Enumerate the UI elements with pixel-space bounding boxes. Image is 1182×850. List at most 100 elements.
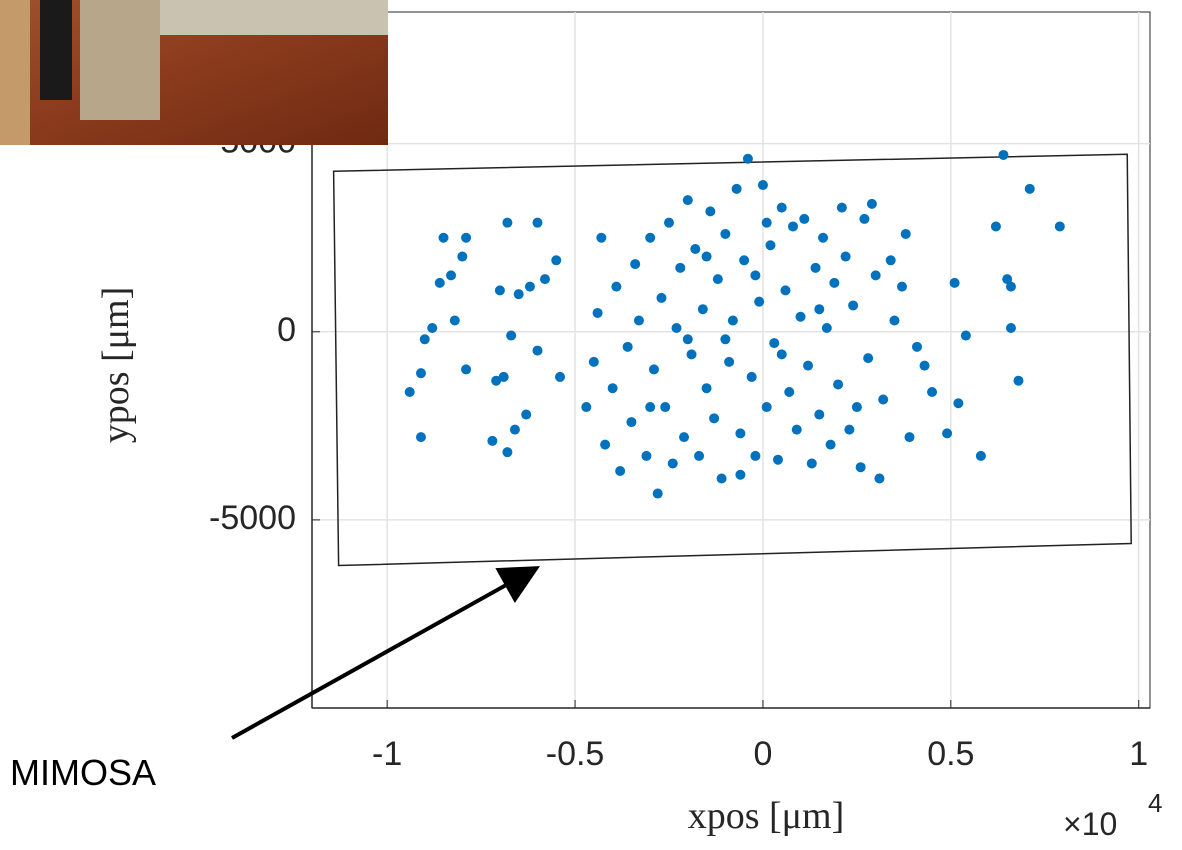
point — [765, 240, 776, 251]
point — [487, 435, 498, 446]
point — [494, 285, 505, 296]
point — [449, 315, 460, 326]
point — [904, 432, 915, 443]
point — [746, 371, 757, 382]
point — [607, 383, 618, 394]
point — [645, 402, 656, 413]
point — [927, 386, 938, 397]
point — [461, 364, 472, 375]
point — [1054, 221, 1065, 232]
x-tick-label: 0 — [753, 735, 772, 773]
point — [754, 296, 765, 307]
point — [757, 180, 768, 191]
point — [630, 259, 641, 270]
point — [498, 371, 509, 382]
point — [521, 409, 532, 420]
point — [731, 183, 742, 194]
point — [844, 424, 855, 435]
point — [446, 270, 457, 281]
point — [641, 450, 652, 461]
point — [900, 228, 911, 239]
point — [434, 277, 445, 288]
point — [438, 232, 449, 243]
point — [750, 270, 761, 281]
x-scale-text: ×10 — [1063, 806, 1117, 842]
point — [506, 330, 517, 341]
point — [836, 202, 847, 213]
point — [788, 221, 799, 232]
x-tick-label: 1 — [1129, 735, 1148, 773]
point — [806, 458, 817, 469]
point — [588, 356, 599, 367]
point — [919, 360, 930, 371]
point — [686, 349, 697, 360]
point — [720, 228, 731, 239]
point — [671, 323, 682, 334]
point — [814, 304, 825, 315]
point — [912, 341, 923, 352]
point — [855, 462, 866, 473]
point — [491, 375, 502, 386]
point — [675, 262, 686, 273]
point — [735, 469, 746, 480]
point — [878, 394, 889, 405]
point — [652, 488, 663, 499]
y-axis-label: ypos [μm] — [95, 287, 137, 444]
x-tick-label: -0.5 — [546, 735, 605, 773]
point — [667, 458, 678, 469]
point — [415, 432, 426, 443]
point — [690, 244, 701, 255]
point — [896, 281, 907, 292]
point — [803, 360, 814, 371]
point — [1005, 323, 1016, 334]
x-axis-label: xpos [μm] — [688, 795, 845, 837]
point — [724, 356, 735, 367]
point — [720, 334, 731, 345]
point — [814, 409, 825, 420]
point — [739, 255, 750, 266]
point — [615, 465, 626, 476]
x-tick-label: 0.5 — [927, 735, 974, 773]
point — [551, 255, 562, 266]
point — [581, 402, 592, 413]
point — [870, 270, 881, 281]
detector-outline — [332, 153, 1132, 567]
point — [825, 439, 836, 450]
point — [859, 213, 870, 224]
point — [863, 353, 874, 364]
point — [784, 386, 795, 397]
point — [600, 439, 611, 450]
point — [701, 383, 712, 394]
point — [457, 251, 468, 262]
x-scale-power: 4 — [1148, 788, 1162, 818]
point — [776, 202, 787, 213]
point — [663, 217, 674, 228]
point — [524, 281, 535, 292]
point — [513, 289, 524, 300]
point — [679, 432, 690, 443]
point — [742, 153, 753, 164]
point — [942, 428, 953, 439]
point — [611, 281, 622, 292]
annotation: MIMOSA — [10, 752, 156, 793]
point — [419, 334, 430, 345]
point — [645, 232, 656, 243]
point — [990, 221, 1001, 232]
point — [761, 217, 772, 228]
point — [592, 307, 603, 318]
point — [415, 368, 426, 379]
y-tick-label: -5000 — [209, 499, 296, 537]
point — [656, 292, 667, 303]
point — [840, 251, 851, 262]
point — [539, 274, 550, 285]
point — [821, 323, 832, 334]
point — [735, 428, 746, 439]
point — [885, 255, 896, 266]
point — [791, 424, 802, 435]
point — [1002, 274, 1013, 285]
point — [960, 330, 971, 341]
point — [750, 450, 761, 461]
point — [626, 417, 637, 428]
point — [682, 334, 693, 345]
